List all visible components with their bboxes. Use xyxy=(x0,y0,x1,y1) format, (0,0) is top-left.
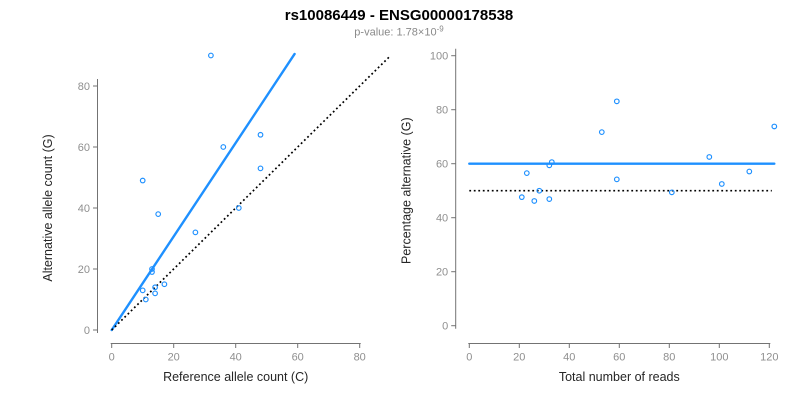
data-point xyxy=(706,154,713,160)
data-point xyxy=(531,198,538,204)
data-point xyxy=(161,281,168,288)
data-point xyxy=(613,98,620,105)
data-point xyxy=(155,211,162,217)
y-tick-label: 80 xyxy=(436,105,448,117)
x-tick-label: 100 xyxy=(710,352,728,364)
data-point xyxy=(208,52,214,59)
right-scatter-plot: 0 20 40 60 80 100 0 20 40 60 80 100 120 Total number … xyxy=(400,48,778,384)
data-point xyxy=(598,129,605,135)
data-point xyxy=(771,123,778,130)
data-point xyxy=(523,170,530,177)
data-point xyxy=(546,196,553,202)
y-tick-label: 40 xyxy=(436,213,448,225)
data-point xyxy=(257,165,264,172)
y-tick-label: 60 xyxy=(78,142,90,154)
x-tick-label: 20 xyxy=(168,352,180,364)
y-tick-label: 100 xyxy=(430,51,448,63)
data-point xyxy=(746,168,753,175)
data-point xyxy=(536,187,543,194)
pvalue-label: p-value: 1.78×10 xyxy=(354,27,436,39)
x-tick-label: 0 xyxy=(109,352,115,364)
x-tick-label: 80 xyxy=(663,352,675,364)
y-tick-label: 0 xyxy=(442,321,448,333)
x-axis-title: Total number of reads xyxy=(559,370,680,384)
left-scatter-plot: 0 20 40 60 80 0 20 40 60 80 Reference allele count… xyxy=(41,52,392,384)
x-tick-label: 80 xyxy=(354,352,366,364)
data-point xyxy=(152,284,158,291)
x-tick-label: 60 xyxy=(292,352,304,364)
y-tick-label: 20 xyxy=(78,264,90,276)
y-tick-label: 0 xyxy=(84,325,90,337)
data-point xyxy=(668,189,675,196)
data-point xyxy=(718,181,725,187)
data-point xyxy=(546,162,553,169)
data-point xyxy=(192,229,199,236)
x-tick-label: 120 xyxy=(760,352,778,364)
data-point xyxy=(142,296,149,303)
data-point xyxy=(613,176,620,183)
y-axis-title: Alternative allele count (G) xyxy=(41,134,55,281)
data-point xyxy=(220,144,227,150)
data-point xyxy=(139,287,146,294)
x-tick-label: 40 xyxy=(563,352,575,364)
data-point xyxy=(257,131,264,138)
fitted-ratio-line xyxy=(110,52,296,332)
figure-title: rs10086449 - ENSG00000178538 xyxy=(285,7,514,24)
y-tick-label: 20 xyxy=(436,267,448,279)
y-axis-title: Percentage alternative (G) xyxy=(400,117,414,264)
x-tick-label: 20 xyxy=(513,352,525,364)
y-tick-label: 80 xyxy=(78,81,90,93)
x-tick-label: 60 xyxy=(613,352,625,364)
y-tick-label: 60 xyxy=(436,159,448,171)
data-point xyxy=(149,266,155,272)
pvalue-subtitle: p-value: 1.78×10-9 xyxy=(354,25,444,39)
data-point xyxy=(518,194,525,201)
data-point xyxy=(149,269,155,275)
x-axis-title: Reference allele count (C) xyxy=(163,370,308,384)
x-tick-label: 0 xyxy=(466,352,472,364)
data-point xyxy=(152,290,158,297)
data-point xyxy=(139,177,146,184)
y-tick-label: 40 xyxy=(78,203,90,215)
x-tick-label: 40 xyxy=(230,352,242,364)
pvalue-exponent: -9 xyxy=(437,25,445,34)
data-point xyxy=(235,205,242,211)
